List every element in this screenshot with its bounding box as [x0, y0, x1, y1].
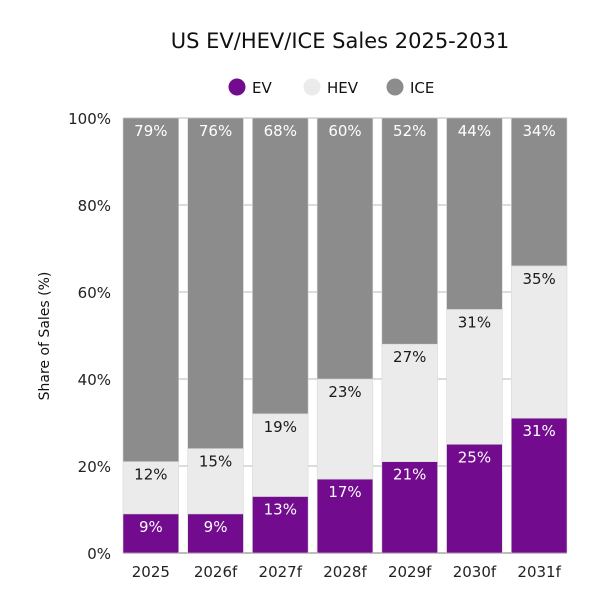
- bar-ice: [187, 117, 244, 449]
- bar-ev: [316, 478, 374, 554]
- data-label-ice: 44%: [458, 122, 491, 140]
- data-label-hev: 27%: [393, 348, 426, 366]
- bar-hev: [252, 413, 309, 497]
- legend-label-hev: HEV: [327, 79, 359, 97]
- data-label-hev: 12%: [134, 466, 167, 484]
- bar-ice: [510, 117, 568, 267]
- y-tick-label: 20%: [78, 458, 111, 476]
- data-label-ice: 60%: [328, 122, 361, 140]
- bar-hev: [316, 378, 374, 480]
- data-label-hev: 15%: [199, 453, 232, 471]
- x-tick-label: 2028f: [323, 563, 367, 581]
- data-label-ev: 25%: [458, 448, 491, 466]
- bar-ev: [381, 461, 438, 554]
- bar-ev: [122, 513, 180, 554]
- bar-ice: [316, 117, 374, 380]
- y-tick-label: 80%: [78, 197, 111, 215]
- data-label-ice: 79%: [134, 122, 167, 140]
- legend-label-ice: ICE: [410, 79, 434, 97]
- data-label-ev: 31%: [522, 422, 555, 440]
- data-label-ev: 9%: [139, 518, 163, 536]
- bar-ice: [252, 117, 309, 415]
- y-tick-label: 40%: [78, 371, 111, 389]
- data-label-hev: 19%: [264, 418, 297, 436]
- data-label-ice: 34%: [522, 122, 555, 140]
- bars: 9% 12% 79% 9% 15% 76% 13% 19% 68% 17% 23% 60% 21% 27%…: [122, 117, 568, 554]
- data-label-hev: 23%: [328, 383, 361, 401]
- x-tick-label: 2029f: [388, 563, 432, 581]
- legend-label-ev: EV: [252, 79, 272, 97]
- bar-ev: [187, 513, 244, 554]
- y-tick-label: 0%: [87, 545, 111, 563]
- y-axis-ticks: 0% 20% 40% 60% 80% 100%: [68, 110, 111, 563]
- x-tick-label: 2030f: [453, 563, 497, 581]
- bar-hev: [510, 265, 568, 419]
- x-tick-label: 2026f: [194, 563, 238, 581]
- bar-ev: [510, 417, 568, 554]
- y-axis-label: Share of Sales (%): [37, 272, 53, 401]
- x-tick-label: 2027f: [259, 563, 303, 581]
- bar-ice: [381, 117, 438, 345]
- y-tick-label: 100%: [68, 110, 111, 128]
- data-label-hev: 35%: [522, 270, 555, 288]
- bar-hev: [122, 461, 180, 515]
- data-label-ice: 52%: [393, 122, 426, 140]
- bar-ev: [446, 443, 503, 554]
- data-label-ev: 13%: [264, 500, 297, 518]
- y-tick-label: 60%: [78, 284, 111, 302]
- x-axis-ticks: 2025 2026f 2027f 2028f 2029f 2030f 2031f: [132, 563, 562, 581]
- data-label-ev: 17%: [328, 483, 361, 501]
- bar-ev: [252, 496, 309, 554]
- bar-hev: [446, 309, 503, 445]
- data-label-ice: 76%: [199, 122, 232, 140]
- bar-hev: [381, 343, 438, 462]
- legend: EV HEV ICE: [228, 78, 434, 97]
- chart-title: US EV/HEV/ICE Sales 2025-2031: [171, 29, 509, 53]
- bar-ice: [122, 117, 180, 462]
- data-label-ice: 68%: [264, 122, 297, 140]
- bar-ice: [446, 117, 503, 310]
- data-label-ev: 9%: [204, 518, 228, 536]
- legend-marker-ice: [386, 78, 404, 96]
- data-label-ev: 21%: [393, 466, 426, 484]
- legend-marker-ev: [228, 78, 246, 96]
- x-tick-label: 2031f: [517, 563, 561, 581]
- legend-marker-hev: [303, 78, 321, 96]
- data-label-hev: 31%: [458, 313, 491, 331]
- x-tick-label: 2025: [132, 563, 170, 581]
